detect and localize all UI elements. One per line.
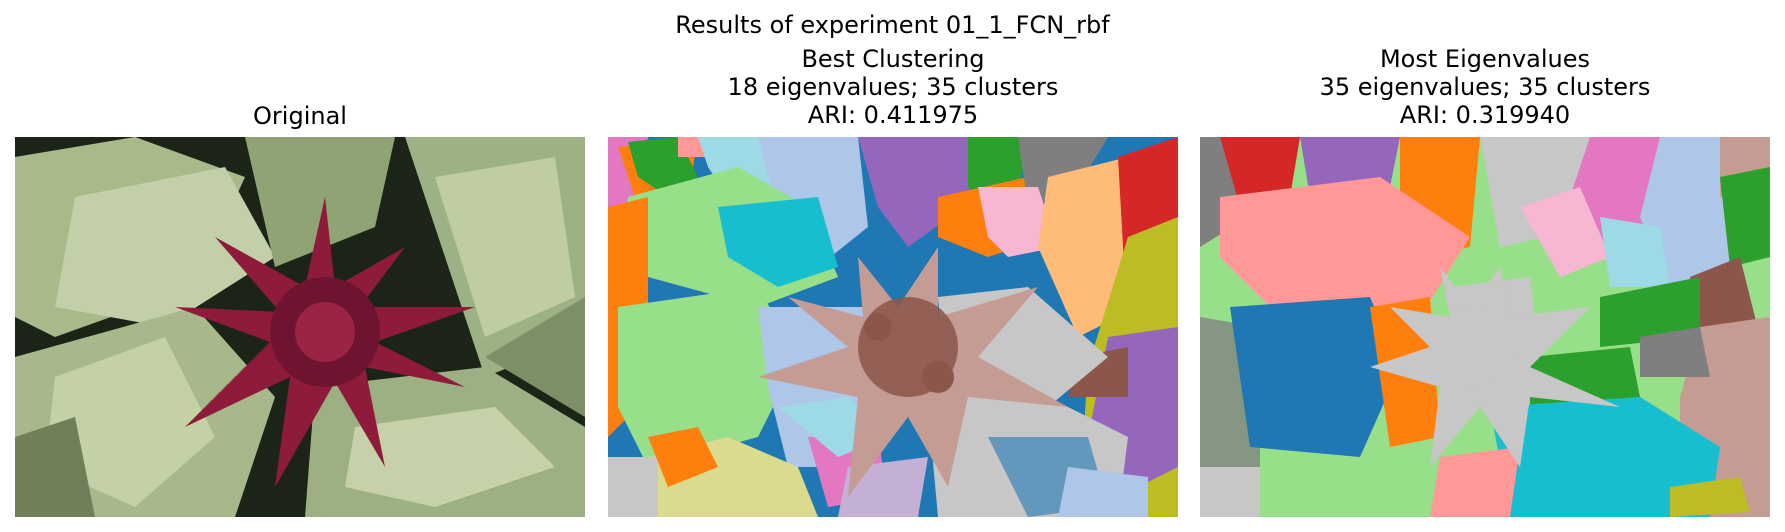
most-ari-score: ARI: 0.319940 [1399,101,1571,129]
original-title-text: Original [253,102,347,130]
best-clustering-panel [608,137,1178,517]
best-clustering-panel-title: Best Clustering 18 eigenvalues; 35 clust… [608,45,1178,129]
most-eigenvalues-panel-title: Most Eigenvalues 35 eigenvalues; 35 clus… [1200,45,1770,129]
most-title-text: Most Eigenvalues [1379,45,1591,73]
best-clustering-segmentation [608,137,1178,517]
original-image-panel [15,137,585,517]
figure-suptitle: Results of experiment 01_1_FCN_rbf [675,11,1110,39]
most-eigenvalues-panel [1200,137,1770,517]
best-eigenvalues-clusters: 18 eigenvalues; 35 clusters [727,73,1059,101]
best-title-text: Best Clustering [801,45,985,73]
most-eigenvalues-segmentation [1200,137,1770,517]
original-image [15,137,585,517]
best-ari-score: ARI: 0.411975 [807,101,979,129]
most-eigenvalues-clusters: 35 eigenvalues; 35 clusters [1319,73,1651,101]
original-panel-title: Original [15,102,585,130]
